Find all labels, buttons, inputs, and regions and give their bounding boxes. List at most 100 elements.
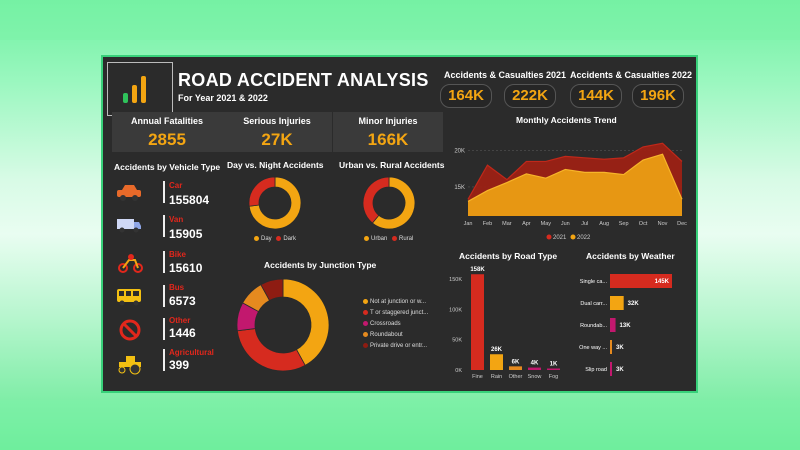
legend-swatch xyxy=(392,236,398,241)
vehicle-value: 155804 xyxy=(169,193,210,207)
legend-swatch xyxy=(363,320,368,326)
data-label: 32K xyxy=(628,301,640,307)
x-tick-label: Jun xyxy=(561,221,570,227)
x-tick-label: Fine xyxy=(472,374,483,380)
series-line-2022 xyxy=(467,153,683,202)
x-tick-label: Other xyxy=(509,374,523,380)
vehicle-value: 1446 xyxy=(169,326,196,340)
divider xyxy=(163,285,165,307)
data-label: 1K xyxy=(550,362,558,368)
legend-swatch xyxy=(276,236,282,241)
legend-label: 2022 xyxy=(577,235,591,241)
y-tick-label: Roundab... xyxy=(580,323,607,329)
casualties-2021-label: Accidents & Casualties 2021 xyxy=(444,70,567,80)
background-band xyxy=(0,400,800,450)
bar-fine xyxy=(471,274,484,370)
data-label: 26K xyxy=(491,347,503,353)
casualties-2022-label: Accidents & Casualties 2022 xyxy=(570,70,693,80)
legend-label: Roundabout xyxy=(370,332,403,338)
legend-label: Not at junction or w... xyxy=(370,299,427,305)
kpi-value: 2855 xyxy=(148,130,186,149)
page-subtitle: For Year 2021 & 2022 xyxy=(178,93,268,103)
van-icon xyxy=(116,217,142,238)
x-tick-label: Mar xyxy=(502,221,512,227)
x-tick-label: Nov xyxy=(658,221,668,227)
kpi-card-serious: Serious Injuries 27K xyxy=(222,112,332,152)
page-title: ROAD ACCIDENT ANALYSIS xyxy=(178,70,429,90)
casualties-2021-value: 222K xyxy=(504,84,556,108)
weather-chart: Single ca... 145K Dual carr... 32K Roundab..… xyxy=(579,274,672,376)
legend-item: Roundabout xyxy=(363,330,443,341)
day-night-donut xyxy=(248,176,302,230)
bar-rain xyxy=(490,354,503,370)
chart-logo-icon xyxy=(107,62,173,116)
x-tick-label: Oct xyxy=(639,221,648,227)
vehicle-name: Van xyxy=(169,215,184,224)
divider xyxy=(163,251,165,273)
legend-swatch xyxy=(254,236,259,241)
bar-weather-1 xyxy=(610,296,624,310)
accidents-2021-value: 164K xyxy=(440,84,492,108)
car-icon xyxy=(116,184,142,207)
legend-label: Urban xyxy=(371,236,388,243)
junction-legend: Not at junction or w... T or staggered ju… xyxy=(363,297,443,352)
legend-swatch xyxy=(363,298,368,304)
x-tick-label: Rain xyxy=(491,374,502,380)
legend-item: T or staggered junct... xyxy=(363,308,443,319)
chart-title: Monthly Accidents Trend xyxy=(516,115,617,125)
slice-not-at-junction-or-w- xyxy=(282,278,330,366)
kpi-card-fatalities: Annual Fatalities 2855 xyxy=(112,112,222,152)
kpi-label: Annual Fatalities xyxy=(130,116,203,126)
data-label: 3K xyxy=(616,367,624,373)
no-entry-icon xyxy=(119,319,141,346)
x-tick-label: Apr xyxy=(522,221,531,227)
data-label: 6K xyxy=(512,359,520,365)
legend-swatch xyxy=(363,342,368,348)
y-tick-label: 0K xyxy=(455,368,462,374)
x-tick-label: Jan xyxy=(464,221,473,227)
slice-urban xyxy=(371,176,416,230)
bus-icon xyxy=(116,288,142,311)
x-tick-label: May xyxy=(541,221,552,227)
legend-item: Private drive or entr... xyxy=(363,341,443,352)
y-tick-label: Dual carr... xyxy=(580,301,607,307)
bike-icon xyxy=(118,254,144,279)
vehicle-name: Bike xyxy=(169,250,186,259)
x-tick-label: Fog xyxy=(549,374,558,380)
day-night-legend: Day Dark xyxy=(254,236,296,242)
divider xyxy=(163,349,165,371)
chart-title: Accidents by Weather xyxy=(586,251,675,261)
chart-title: Day vs. Night Accidents xyxy=(227,160,324,170)
y-tick-label: 150K xyxy=(449,277,462,283)
x-tick-label: Feb xyxy=(483,221,492,227)
slice-dark xyxy=(248,176,276,207)
kpi-label: Minor Injuries xyxy=(358,116,418,126)
kpi-value: 166K xyxy=(367,130,409,149)
slice-t-or-staggered-junct- xyxy=(236,328,306,372)
y-tick-label: Slip road xyxy=(585,367,607,373)
legend-label: Rural xyxy=(399,236,414,243)
data-label: 158K xyxy=(470,267,485,273)
legend-label: 2021 xyxy=(553,235,567,241)
data-label: 4K xyxy=(531,361,539,367)
monthly-trend-chart: 15K 20K Jan Feb Mar Apr May Jun Jul Aug Sep Oct Nov D… xyxy=(454,142,687,241)
urban-rural-legend: Urban Rural xyxy=(364,236,413,242)
vehicle-value: 15905 xyxy=(169,227,203,241)
x-tick-label: Jul xyxy=(581,221,588,227)
y-tick-label: 50K xyxy=(452,338,462,344)
legend-swatch xyxy=(363,331,368,337)
legend-label: Crossroads xyxy=(370,321,401,327)
legend-swatch xyxy=(363,309,368,315)
legend-swatch xyxy=(570,234,576,240)
chart-title: Urban vs. Rural Accidents xyxy=(339,160,445,170)
kpi-card-minor: Minor Injuries 166K xyxy=(333,112,443,152)
legend-item: Not at junction or w... xyxy=(363,297,443,308)
kpi-value: 27K xyxy=(261,130,293,149)
y-tick-label: 20K xyxy=(454,149,465,155)
slice-private-drive-or-entr- xyxy=(260,278,284,302)
background-band xyxy=(0,0,800,40)
y-tick-label: Single ca... xyxy=(580,279,608,285)
x-tick-label: Sep xyxy=(619,221,629,227)
vehicle-type-heading: Accidents by Vehicle Type xyxy=(114,162,221,172)
data-label: 3K xyxy=(616,345,624,351)
